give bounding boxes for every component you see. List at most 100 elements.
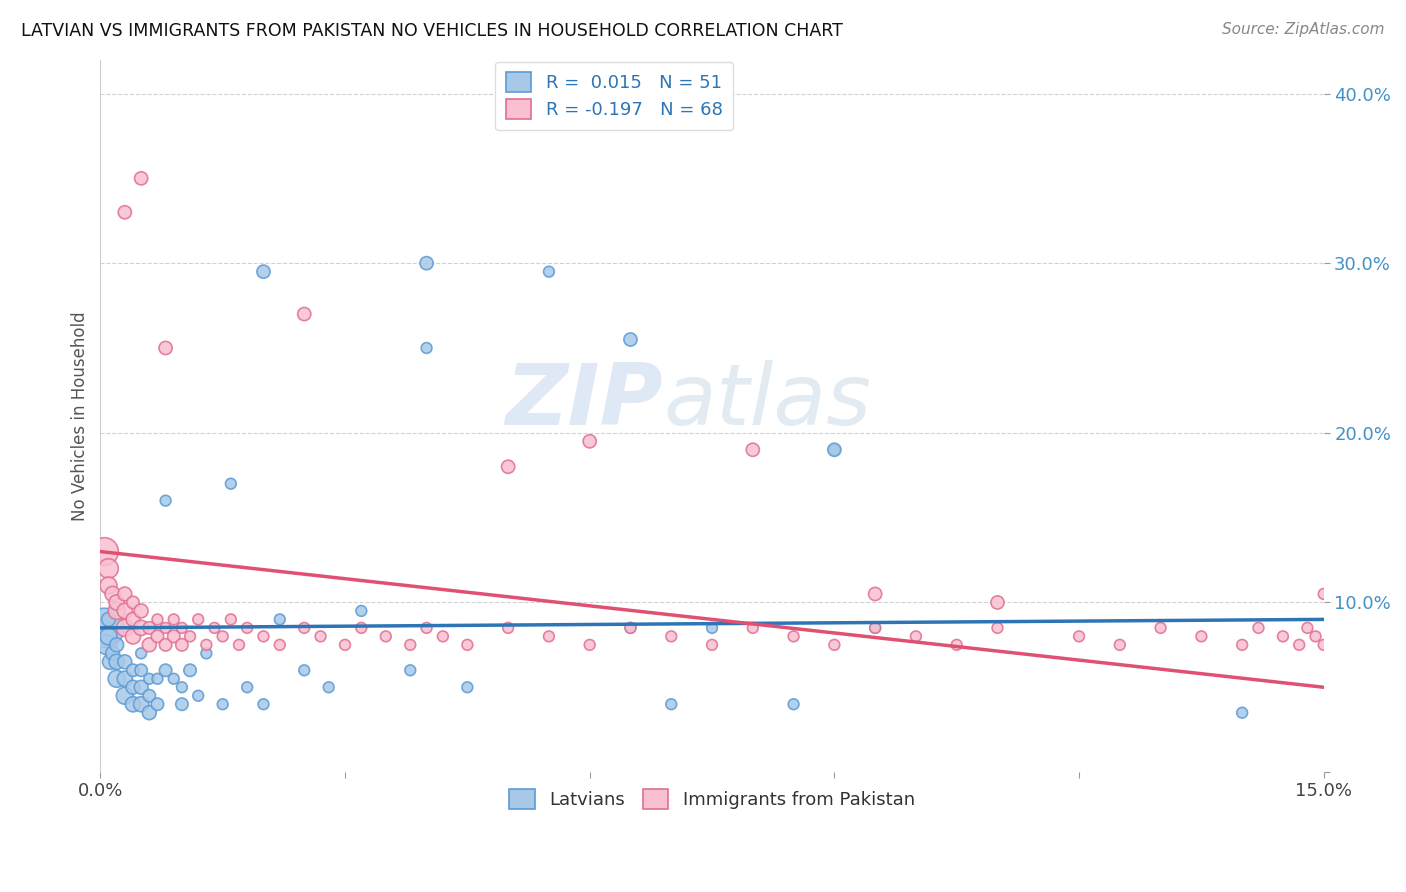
Point <box>138 621 160 635</box>
Point <box>1149 621 1171 635</box>
Point <box>138 689 160 703</box>
Point <box>374 629 396 643</box>
Point <box>138 672 160 686</box>
Text: Source: ZipAtlas.com: Source: ZipAtlas.com <box>1222 22 1385 37</box>
Point <box>211 697 233 711</box>
Point <box>101 587 124 601</box>
Point <box>700 638 723 652</box>
Point <box>155 341 177 355</box>
Point <box>456 680 478 694</box>
Point <box>129 621 152 635</box>
Point <box>129 604 152 618</box>
Point <box>252 629 274 643</box>
Point <box>146 629 169 643</box>
Point <box>399 663 422 677</box>
Point <box>269 638 291 652</box>
Point <box>155 638 177 652</box>
Point <box>863 621 886 635</box>
Point <box>432 629 454 643</box>
Point <box>1312 587 1334 601</box>
Point <box>986 595 1008 609</box>
Point <box>823 442 845 457</box>
Point <box>863 587 886 601</box>
Point <box>114 587 136 601</box>
Point <box>945 638 967 652</box>
Point <box>179 663 201 677</box>
Point <box>97 578 120 592</box>
Point <box>1312 638 1334 652</box>
Point <box>1296 621 1319 635</box>
Point <box>496 459 519 474</box>
Point <box>163 672 186 686</box>
Point <box>146 672 169 686</box>
Point <box>105 595 128 609</box>
Point <box>619 621 641 635</box>
Point <box>333 638 356 652</box>
Point <box>782 697 804 711</box>
Point <box>292 307 315 321</box>
Point <box>415 256 437 270</box>
Point <box>659 629 682 643</box>
Point <box>170 680 193 694</box>
Point <box>269 612 291 626</box>
Point <box>129 697 152 711</box>
Point <box>93 621 115 635</box>
Text: LATVIAN VS IMMIGRANTS FROM PAKISTAN NO VEHICLES IN HOUSEHOLD CORRELATION CHART: LATVIAN VS IMMIGRANTS FROM PAKISTAN NO V… <box>21 22 844 40</box>
Point <box>114 621 136 635</box>
Point <box>122 612 145 626</box>
Point <box>155 493 177 508</box>
Text: atlas: atlas <box>664 360 872 443</box>
Point <box>105 604 128 618</box>
Point <box>114 205 136 219</box>
Point <box>863 621 886 635</box>
Point <box>114 655 136 669</box>
Point <box>496 621 519 635</box>
Point <box>1067 629 1090 643</box>
Point <box>187 689 209 703</box>
Point <box>138 638 160 652</box>
Point <box>228 638 250 652</box>
Point <box>318 680 340 694</box>
Point <box>170 621 193 635</box>
Point <box>700 621 723 635</box>
Point <box>219 612 242 626</box>
Point <box>122 680 145 694</box>
Point <box>170 697 193 711</box>
Point <box>309 629 332 643</box>
Point <box>114 672 136 686</box>
Point <box>578 638 600 652</box>
Point <box>350 621 373 635</box>
Point <box>129 171 152 186</box>
Point <box>96 638 118 652</box>
Point <box>98 655 121 669</box>
Point <box>1271 629 1294 643</box>
Point <box>415 621 437 635</box>
Point <box>741 621 763 635</box>
Point <box>204 621 226 635</box>
Point <box>1288 638 1310 652</box>
Point <box>578 434 600 449</box>
Point <box>350 604 373 618</box>
Point <box>219 476 242 491</box>
Point <box>741 442 763 457</box>
Point <box>97 561 120 575</box>
Point <box>138 706 160 720</box>
Point <box>122 697 145 711</box>
Point <box>292 621 315 635</box>
Point <box>537 629 560 643</box>
Point <box>105 655 128 669</box>
Y-axis label: No Vehicles in Household: No Vehicles in Household <box>72 311 89 521</box>
Point <box>1230 706 1253 720</box>
Point <box>823 638 845 652</box>
Point <box>122 663 145 677</box>
Point <box>114 689 136 703</box>
Legend: Latvians, Immigrants from Pakistan: Latvians, Immigrants from Pakistan <box>502 782 922 816</box>
Point <box>619 621 641 635</box>
Point <box>163 629 186 643</box>
Point <box>105 672 128 686</box>
Point <box>1247 621 1270 635</box>
Point <box>155 663 177 677</box>
Point <box>823 442 845 457</box>
Point <box>129 663 152 677</box>
Point <box>252 265 274 279</box>
